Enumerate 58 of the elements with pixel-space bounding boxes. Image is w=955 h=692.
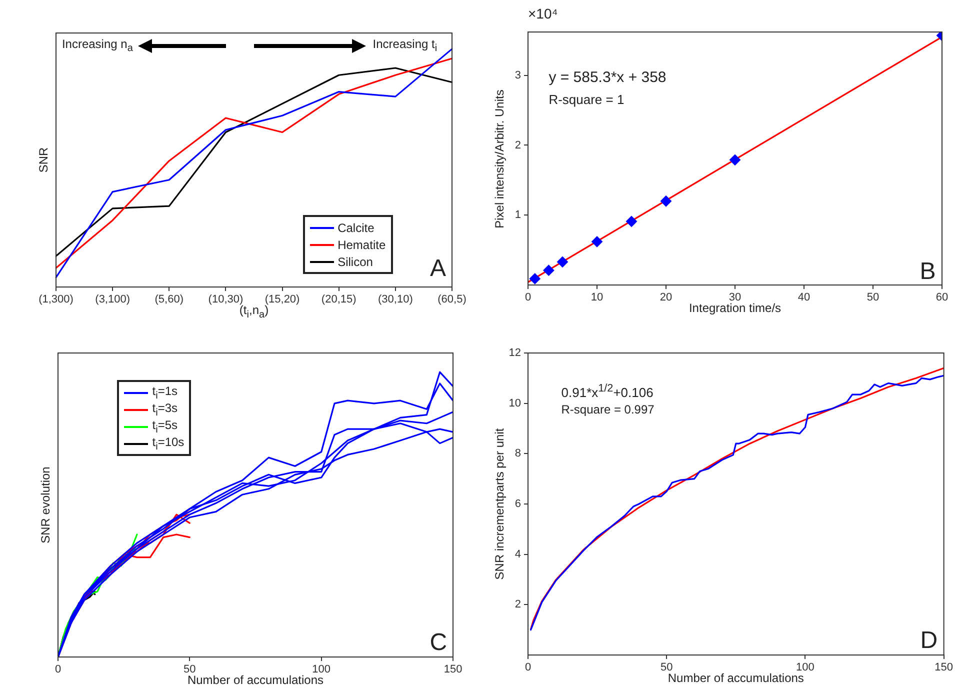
x-tick-label: 50 [660, 662, 673, 674]
annotation: y = 585.3*x + 358 [548, 68, 666, 86]
x-tick-label: 0 [54, 664, 62, 676]
y-tick-label: 10 [508, 397, 521, 410]
x-tick-label: (20,15) [321, 294, 356, 306]
x-tick-label: (3,100) [95, 294, 130, 306]
annotation: 0.91*x$^{1/2}$+0.106 [561, 382, 654, 401]
y-axis-title: SNR incrementparts per unit [492, 428, 507, 580]
annotation: Increasing t$_{i}$ [372, 36, 438, 54]
x-tick-label: 30 [728, 292, 742, 304]
y-tick-label: 2 [514, 598, 521, 611]
x-axis-title: (t$_{i}$,n$_{a}$) [239, 303, 269, 320]
x-tick-label: (60,5) [438, 294, 466, 306]
y-tick-label: 8 [514, 448, 521, 460]
x-tick-label: 150 [444, 664, 462, 676]
annotation: B [920, 258, 936, 286]
y-tick-label: 2 [514, 139, 521, 152]
y-axis-title: SNR evolution [38, 466, 53, 544]
y-tick-label: 12 [508, 347, 521, 360]
legend-label: Calcite [338, 220, 374, 235]
legend-label: t$_{i}$=10s [152, 435, 184, 453]
legend-label: t$_{i}$=3s [152, 401, 178, 419]
x-tick-label: (1,300) [38, 294, 74, 306]
x-tick-label: 150 [934, 662, 954, 674]
x-tick-label: (15,20) [264, 294, 300, 306]
x-tick-label: 0 [524, 292, 532, 304]
x-axis-title: Number of accumulations [187, 673, 324, 688]
legend-label: Silicon [338, 254, 373, 269]
x-tick-label: 50 [866, 292, 880, 304]
x-tick-label: 0 [524, 662, 532, 674]
annotation: Increasing n$_{a}$ [62, 36, 133, 54]
y-tick-label: 4 [514, 548, 521, 560]
legend-label: Hematite [338, 238, 386, 252]
x-tick-label: 10 [590, 292, 604, 304]
x-tick-label: 100 [312, 664, 331, 676]
x-tick-label: 20 [660, 292, 672, 304]
x-tick-label: (5,60) [154, 294, 184, 306]
x-tick-label: (30,10) [378, 294, 413, 306]
annotation: R-square = 1 [548, 92, 624, 108]
x-tick-label: 60 [936, 292, 948, 304]
x-axis-title: Number of accumulations [668, 671, 804, 686]
x-tick-label: 100 [796, 662, 814, 674]
annotation: A [430, 255, 446, 282]
x-tick-label: (10,30) [208, 294, 244, 306]
annotation: D [920, 627, 938, 655]
y-tick-label: 1 [514, 209, 521, 222]
y-tick-label: 6 [514, 498, 521, 510]
legend-label: t$_{i}$=1s [152, 384, 178, 402]
x-tick-label: 40 [798, 292, 810, 304]
y-axis-title: SNR [36, 147, 51, 173]
y-axis-title: Pixel intensity/Arbitr. Units [492, 89, 507, 228]
annotation: C [430, 629, 448, 657]
x-tick-label: 50 [184, 664, 196, 676]
text: ×10⁴ [528, 6, 558, 22]
x-axis-title: Integration time/s [688, 301, 782, 316]
legend-label: t$_{i}$=5s [152, 418, 178, 436]
y-tick-label: 3 [514, 69, 521, 82]
annotation: R-square = 0.997 [561, 402, 654, 417]
